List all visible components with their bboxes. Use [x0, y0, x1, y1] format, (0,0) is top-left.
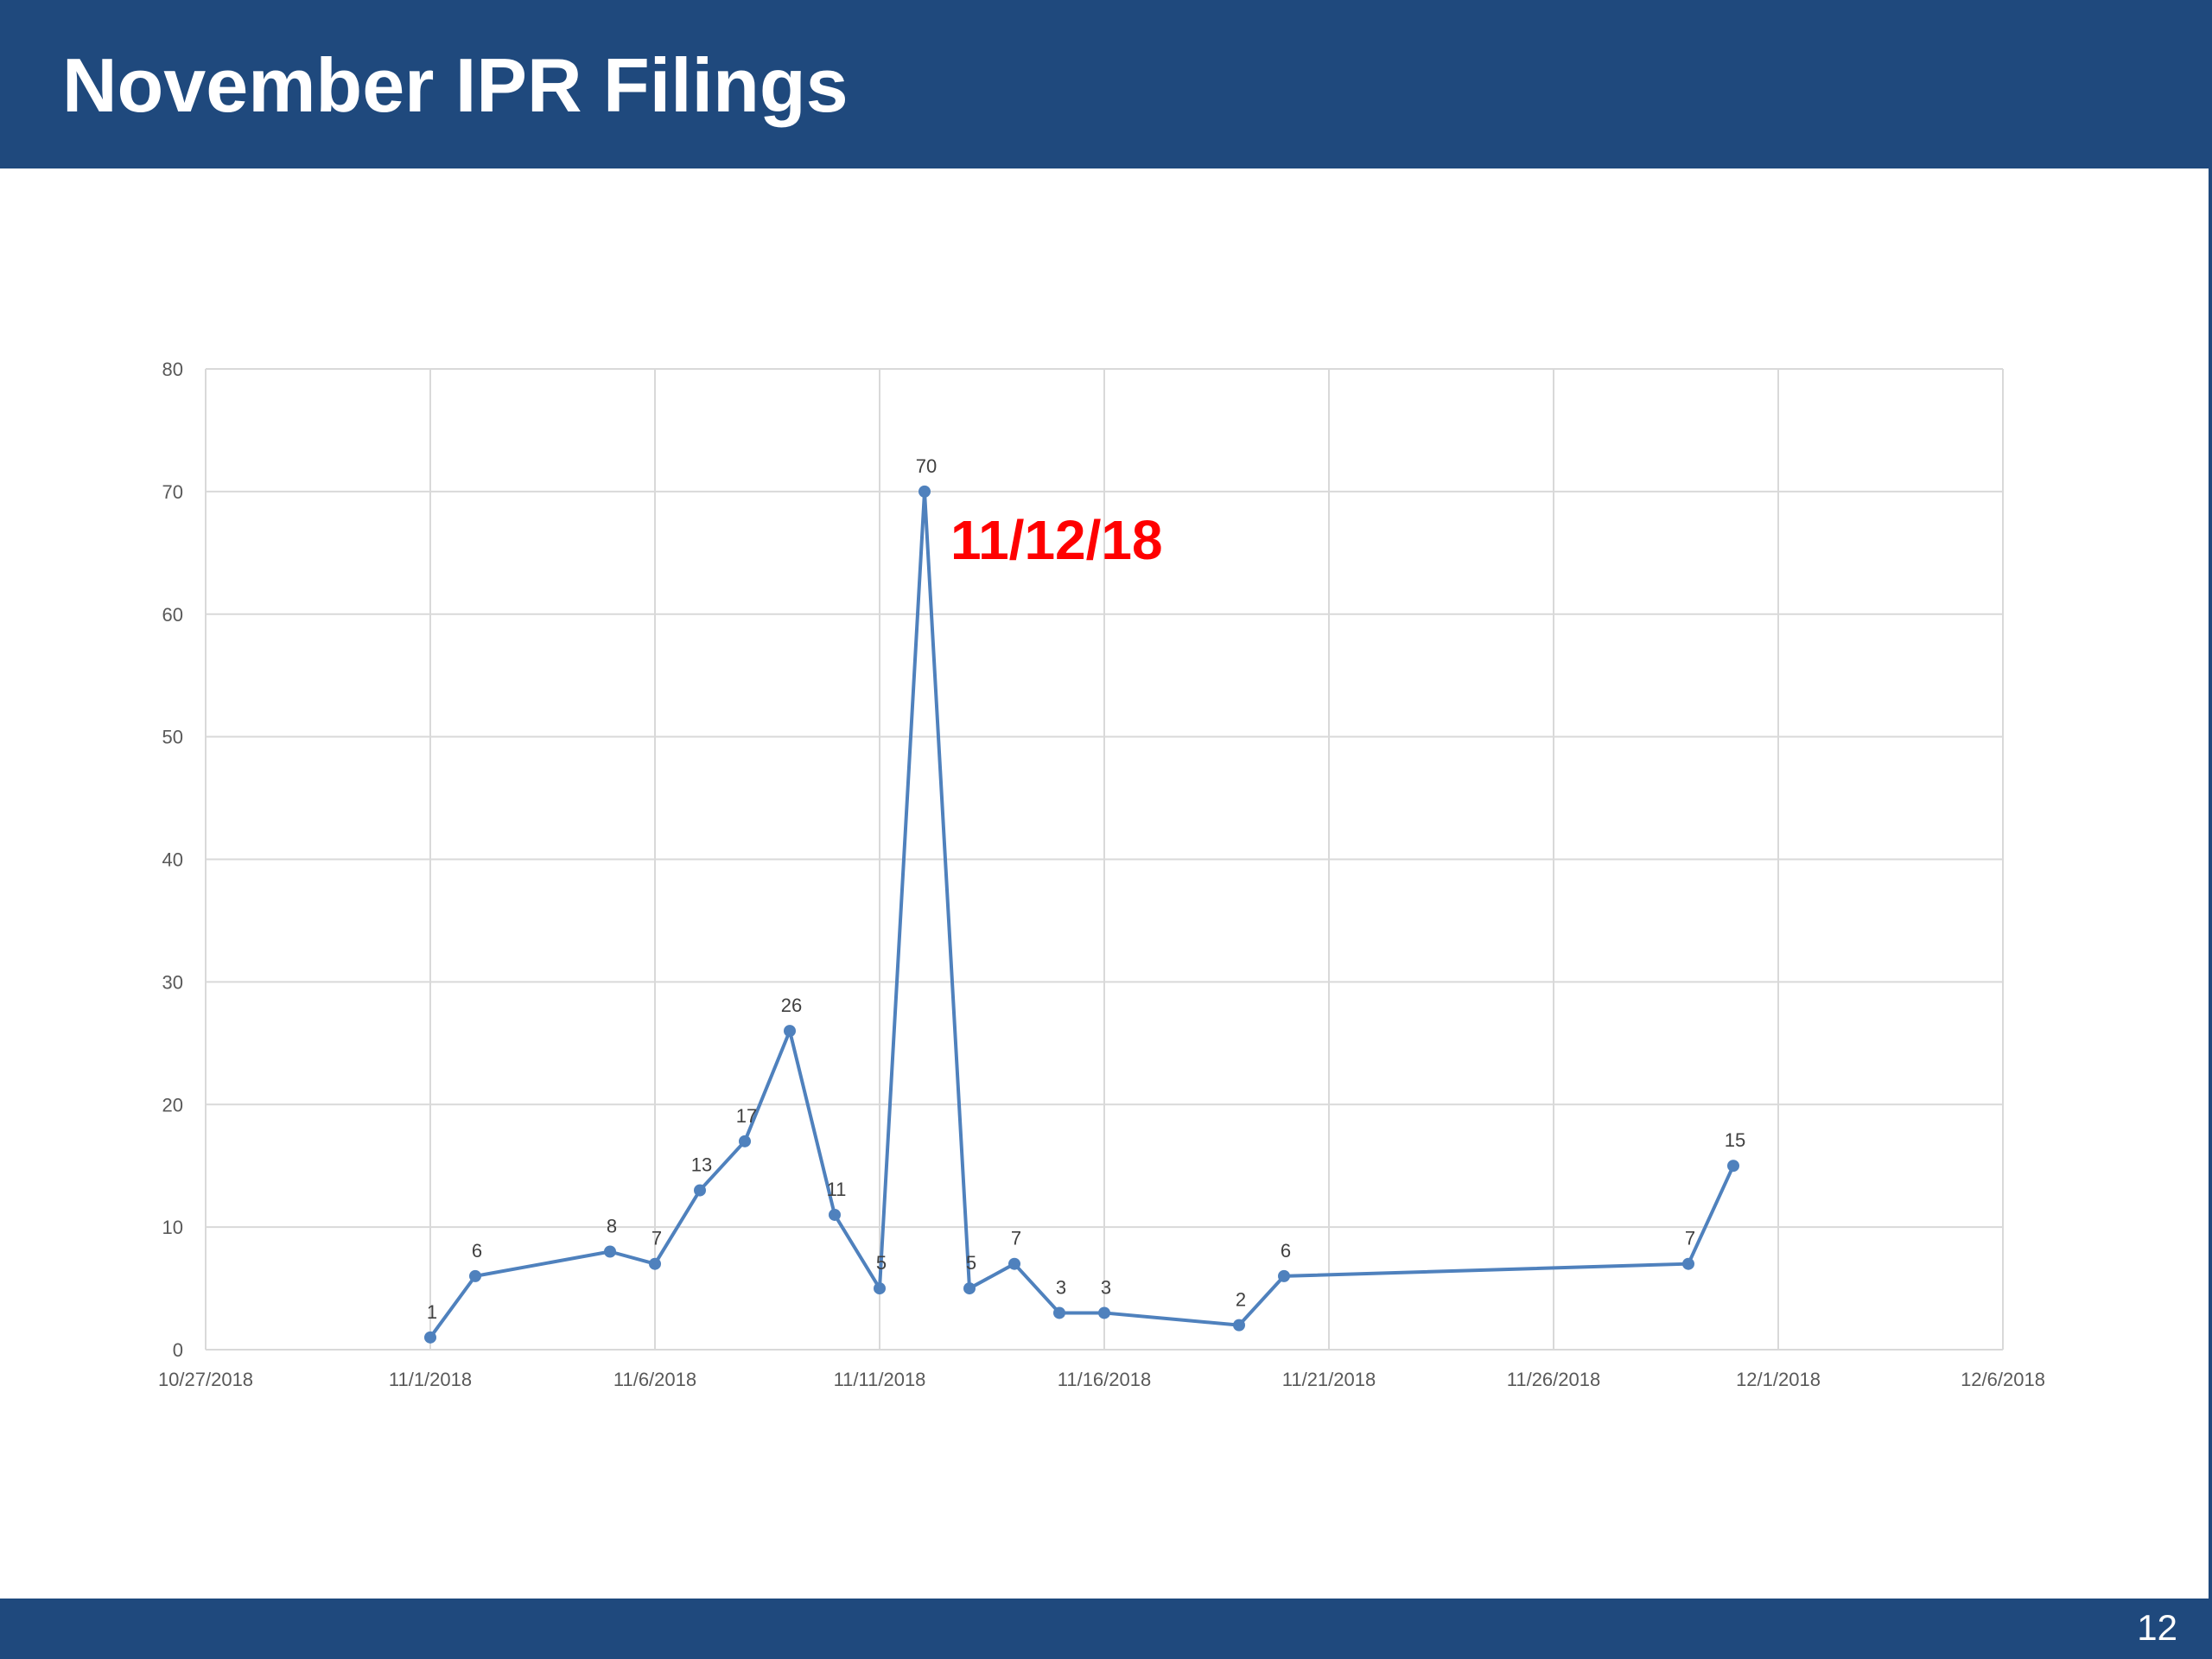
- data-point: [1233, 1319, 1245, 1332]
- data-label: 17: [736, 1105, 757, 1127]
- annotation-label: 11/12/18: [950, 509, 1163, 571]
- gridlines: [205, 368, 2004, 1351]
- x-tick-label: 11/1/2018: [389, 1369, 472, 1390]
- y-tick-label: 20: [162, 1094, 183, 1116]
- axis-labels: 0 10 20 30 40 50 60 70 80 10/27/2018 11/1/2018 11/6…: [158, 359, 2045, 1390]
- page-number: 12: [2137, 1607, 2177, 1648]
- footer-bar: 12: [0, 1599, 2212, 1659]
- x-tick-label: 11/21/2018: [1282, 1369, 1376, 1390]
- right-edge-bar: [2209, 168, 2212, 1599]
- x-tick-label: 11/11/2018: [834, 1369, 926, 1390]
- y-tick-label: 0: [173, 1339, 183, 1361]
- series-line: [429, 489, 1735, 1338]
- annotations: 11/12/18: [950, 509, 1163, 571]
- header-bar: November IPR Filings: [0, 0, 2212, 168]
- y-tick-label: 40: [162, 849, 183, 871]
- data-point: [424, 1331, 436, 1344]
- x-tick-label: 11/6/2018: [613, 1369, 696, 1390]
- x-tick-label: 10/27/2018: [158, 1369, 253, 1390]
- data-label: 7: [652, 1228, 662, 1249]
- data-point: [604, 1245, 616, 1258]
- x-tick-label: 11/26/2018: [1507, 1369, 1600, 1390]
- data-point: [469, 1269, 481, 1282]
- x-tick-label: 11/16/2018: [1058, 1369, 1151, 1390]
- data-point: [918, 485, 931, 498]
- data-label: 15: [1725, 1129, 1745, 1151]
- data-label: 5: [966, 1252, 976, 1274]
- data-point: [1727, 1160, 1739, 1173]
- data-point: [1278, 1269, 1290, 1282]
- y-tick-label: 50: [162, 727, 183, 748]
- data-point: [1053, 1306, 1065, 1319]
- data-label: 70: [916, 455, 937, 477]
- data-label: 7: [1685, 1228, 1695, 1249]
- data-point: [874, 1282, 886, 1295]
- data-label: 5: [876, 1252, 887, 1274]
- data-label: 6: [1281, 1240, 1291, 1262]
- data-label: 13: [691, 1154, 712, 1176]
- y-tick-label: 70: [162, 481, 183, 503]
- data-point: [1008, 1257, 1020, 1270]
- data-label: 3: [1056, 1276, 1066, 1298]
- data-point: [694, 1184, 706, 1197]
- x-tick-label: 12/6/2018: [1961, 1369, 2045, 1390]
- data-label: 1: [427, 1301, 437, 1323]
- data-label: 6: [472, 1240, 482, 1262]
- x-tick-label: 12/1/2018: [1736, 1369, 1821, 1390]
- series: [424, 485, 1739, 1344]
- data-point: [1098, 1306, 1110, 1319]
- slide-title: November IPR Filings: [62, 42, 849, 128]
- data-label: 7: [1011, 1228, 1021, 1249]
- y-tick-label: 10: [162, 1217, 183, 1238]
- data-point: [829, 1208, 841, 1221]
- data-point: [1682, 1257, 1694, 1270]
- data-label: 11: [827, 1179, 847, 1200]
- data-point: [649, 1257, 661, 1270]
- data-label: 8: [607, 1216, 617, 1237]
- y-tick-label: 60: [162, 604, 183, 626]
- data-label: 26: [781, 995, 802, 1016]
- y-tick-label: 80: [162, 359, 183, 380]
- data-label: 3: [1101, 1276, 1111, 1298]
- y-tick-label: 30: [162, 971, 183, 993]
- data-point: [784, 1025, 796, 1038]
- data-label: 2: [1236, 1289, 1246, 1311]
- data-point: [963, 1282, 976, 1295]
- data-point: [739, 1135, 751, 1147]
